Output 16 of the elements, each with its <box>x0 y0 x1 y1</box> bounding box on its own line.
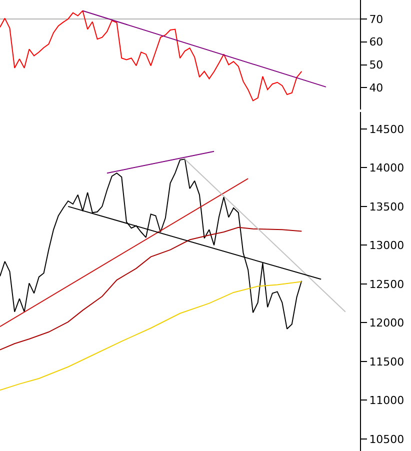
y-tick-label: 12500 <box>369 278 404 291</box>
y-tick-label: 12000 <box>369 316 404 330</box>
y-tick-label: 50 <box>369 58 384 72</box>
y-tick-label: 14000 <box>369 162 404 175</box>
y-tick-label: 60 <box>369 36 384 49</box>
y-tick-label: 11500 <box>369 355 404 368</box>
y-tick-label: 13000 <box>369 239 404 252</box>
y-tick-label: 14500 <box>369 122 404 136</box>
line-series <box>0 281 302 391</box>
y-tick-label: 70 <box>369 12 384 26</box>
y-tick-label: 13500 <box>369 200 404 214</box>
line-series <box>0 10 302 102</box>
y-tick-label: 40 <box>369 81 384 94</box>
y-tick-label: 11000 <box>369 394 404 408</box>
y-tick-label: 10500 <box>369 432 404 446</box>
line-series <box>0 226 302 350</box>
